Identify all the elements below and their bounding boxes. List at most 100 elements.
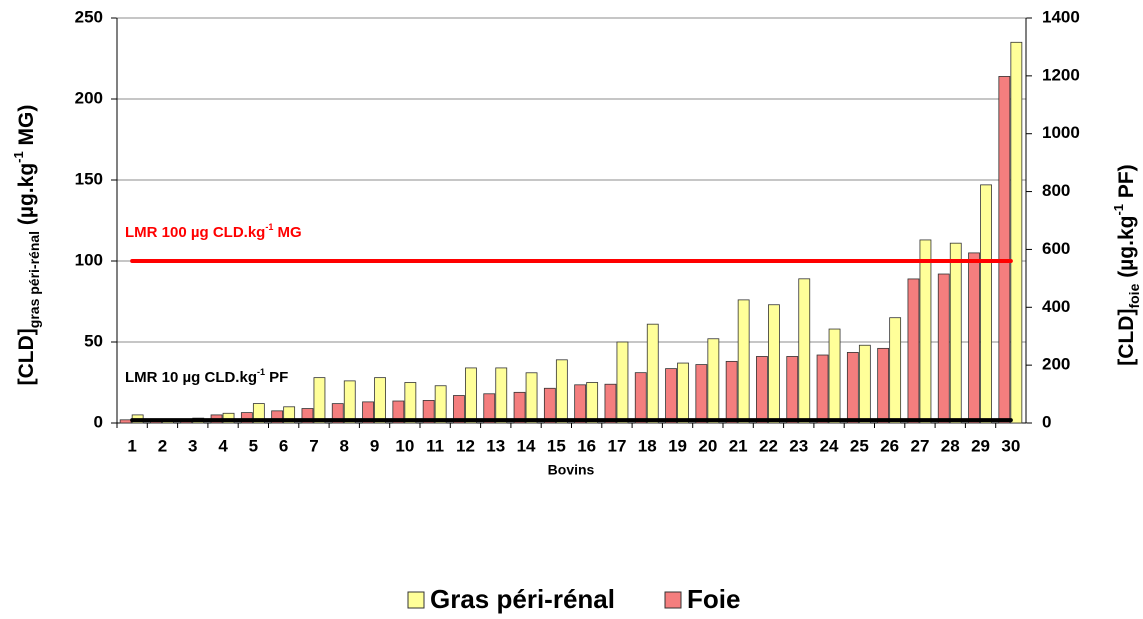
x-tick-label: 1 [127,436,136,455]
x-tick-label: 30 [1001,436,1020,455]
bar [543,387,556,424]
y2-tick-label: 1000 [1042,123,1080,142]
x-tick-label: 7 [309,436,318,455]
bar [343,380,356,424]
y-tick-label: 250 [75,7,103,26]
x-tick-label: 23 [789,436,808,455]
bar [513,391,526,424]
bar [374,377,386,424]
bar [331,403,344,424]
x-tick-label: 20 [698,436,717,455]
x-tick-label: 10 [395,436,414,455]
bar [555,359,568,424]
label-part: MG [273,224,301,241]
bar [665,368,677,424]
label-part: [CLD] [1115,309,1138,366]
bar [495,367,508,424]
bar [392,400,405,424]
bar [301,408,314,424]
y-axis-label: [CLD]gras péri-rénal (µg.kg-1 MG) [11,105,42,386]
bar [240,412,253,424]
x-tick-label: 19 [668,436,687,455]
x-tick-label: 25 [850,436,869,455]
x-tick-label: 29 [971,436,990,455]
label-part: LMR 10 µg CLD.kg [125,369,257,386]
x-tick-label: 11 [426,436,444,455]
legend-label: Gras péri-rénal [430,584,615,614]
bar [919,239,932,424]
bar [786,356,799,424]
label-part: -1 [11,151,26,163]
y2-axis-label: [CLD]foie (µg.kg-1 PF) [1111,164,1142,365]
bar [525,372,538,424]
label-part: -1 [265,222,273,232]
bar [828,328,841,424]
label-part: (µg.kg [15,163,38,231]
x-tick-label: 4 [218,436,228,455]
bar [695,364,708,424]
y-tick-label: 50 [84,331,103,350]
bar [616,341,629,424]
x-tick-label: 2 [158,436,167,455]
bar [283,406,296,424]
x-tick-label: 18 [638,436,657,455]
x-tick-label: 26 [880,436,899,455]
bar [634,372,647,424]
x-tick-label: 9 [370,436,379,455]
bar [937,273,950,424]
legend-swatch [407,591,425,609]
y-tick-label: 0 [94,412,103,431]
bar [453,395,465,424]
label-part: (µg.kg [1115,216,1138,284]
bar [604,383,617,424]
bar [998,76,1011,424]
bar [404,382,417,424]
y2-tick-label: 0 [1042,412,1051,431]
x-tick-label: 27 [910,436,929,455]
x-tick-label: 28 [941,436,960,455]
bar [877,347,890,424]
x-tick-label: 6 [279,436,288,455]
bar [858,344,871,424]
label-part: MG) [15,105,38,152]
x-tick-label: 14 [517,436,536,455]
label-part: LMR 100 µg CLD.kg [125,224,265,241]
bar [313,377,326,424]
bar [816,354,829,424]
bar [434,385,447,424]
y2-tick-label: 1200 [1042,65,1080,84]
y2-tick-label: 800 [1042,181,1070,200]
label-part: -1 [257,367,265,377]
x-tick-label: 8 [340,436,349,455]
x-tick-label: 5 [249,436,258,455]
y2-tick-label: 600 [1042,239,1070,258]
label-part: PF [265,369,288,386]
legend-label: Foie [687,584,740,614]
bar [725,360,738,424]
bar [252,403,265,424]
y-tick-label: 200 [75,88,103,107]
x-tick-label: 3 [188,436,197,455]
x-tick-label: 15 [547,436,566,455]
bar [798,278,811,424]
bar [362,401,374,424]
bar [980,184,992,424]
bar [586,382,599,424]
x-tick-label: 17 [607,436,626,455]
y2-tick-label: 400 [1042,297,1070,316]
bar [968,252,980,424]
x-tick-label: 21 [729,436,748,455]
reference-label: LMR 10 µg CLD.kg-1 PF [125,367,288,386]
bar [119,419,132,424]
y-tick-label: 100 [75,250,103,269]
x-tick-label: 24 [820,436,839,455]
x-tick-label: 13 [486,436,505,455]
label-part: gras péri-rénal [26,231,42,328]
x-axis-label: Bovins [548,462,595,478]
bar [677,362,689,424]
label-part: foie [1126,283,1142,308]
bar [465,367,477,424]
x-tick-label: 16 [577,436,596,455]
bar [574,384,587,424]
